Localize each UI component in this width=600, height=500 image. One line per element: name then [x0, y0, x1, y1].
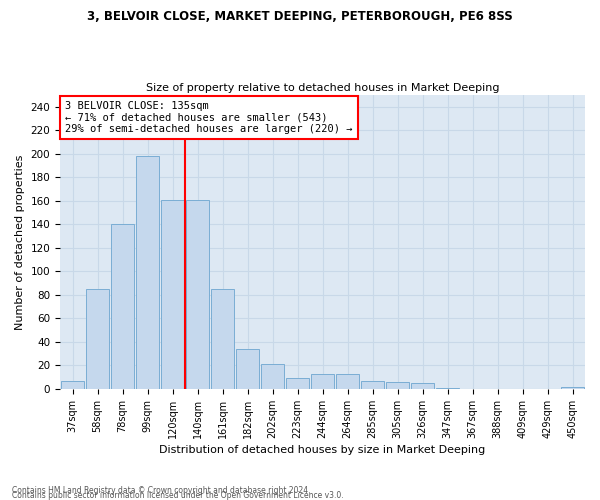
X-axis label: Distribution of detached houses by size in Market Deeping: Distribution of detached houses by size …	[160, 445, 485, 455]
Bar	[86, 289, 109, 389]
Bar	[161, 200, 184, 389]
Text: 3 BELVOIR CLOSE: 135sqm
← 71% of detached houses are smaller (543)
29% of semi-d: 3 BELVOIR CLOSE: 135sqm ← 71% of detache…	[65, 101, 353, 134]
Text: 3, BELVOIR CLOSE, MARKET DEEPING, PETERBOROUGH, PE6 8SS: 3, BELVOIR CLOSE, MARKET DEEPING, PETERB…	[87, 10, 513, 23]
Text: Contains HM Land Registry data © Crown copyright and database right 2024.: Contains HM Land Registry data © Crown c…	[12, 486, 311, 495]
Bar	[335, 374, 359, 389]
Bar	[110, 224, 134, 389]
Bar	[286, 378, 310, 389]
Bar	[211, 289, 235, 389]
Bar	[386, 382, 409, 389]
Bar	[260, 364, 284, 389]
Bar	[436, 388, 460, 389]
Bar	[61, 380, 85, 389]
Bar	[560, 386, 584, 389]
Text: Contains public sector information licensed under the Open Government Licence v3: Contains public sector information licen…	[12, 491, 344, 500]
Y-axis label: Number of detached properties: Number of detached properties	[15, 154, 25, 330]
Bar	[185, 200, 209, 389]
Bar	[410, 383, 434, 389]
Title: Size of property relative to detached houses in Market Deeping: Size of property relative to detached ho…	[146, 83, 499, 93]
Bar	[136, 156, 160, 389]
Bar	[236, 349, 259, 389]
Bar	[361, 380, 385, 389]
Bar	[311, 374, 334, 389]
